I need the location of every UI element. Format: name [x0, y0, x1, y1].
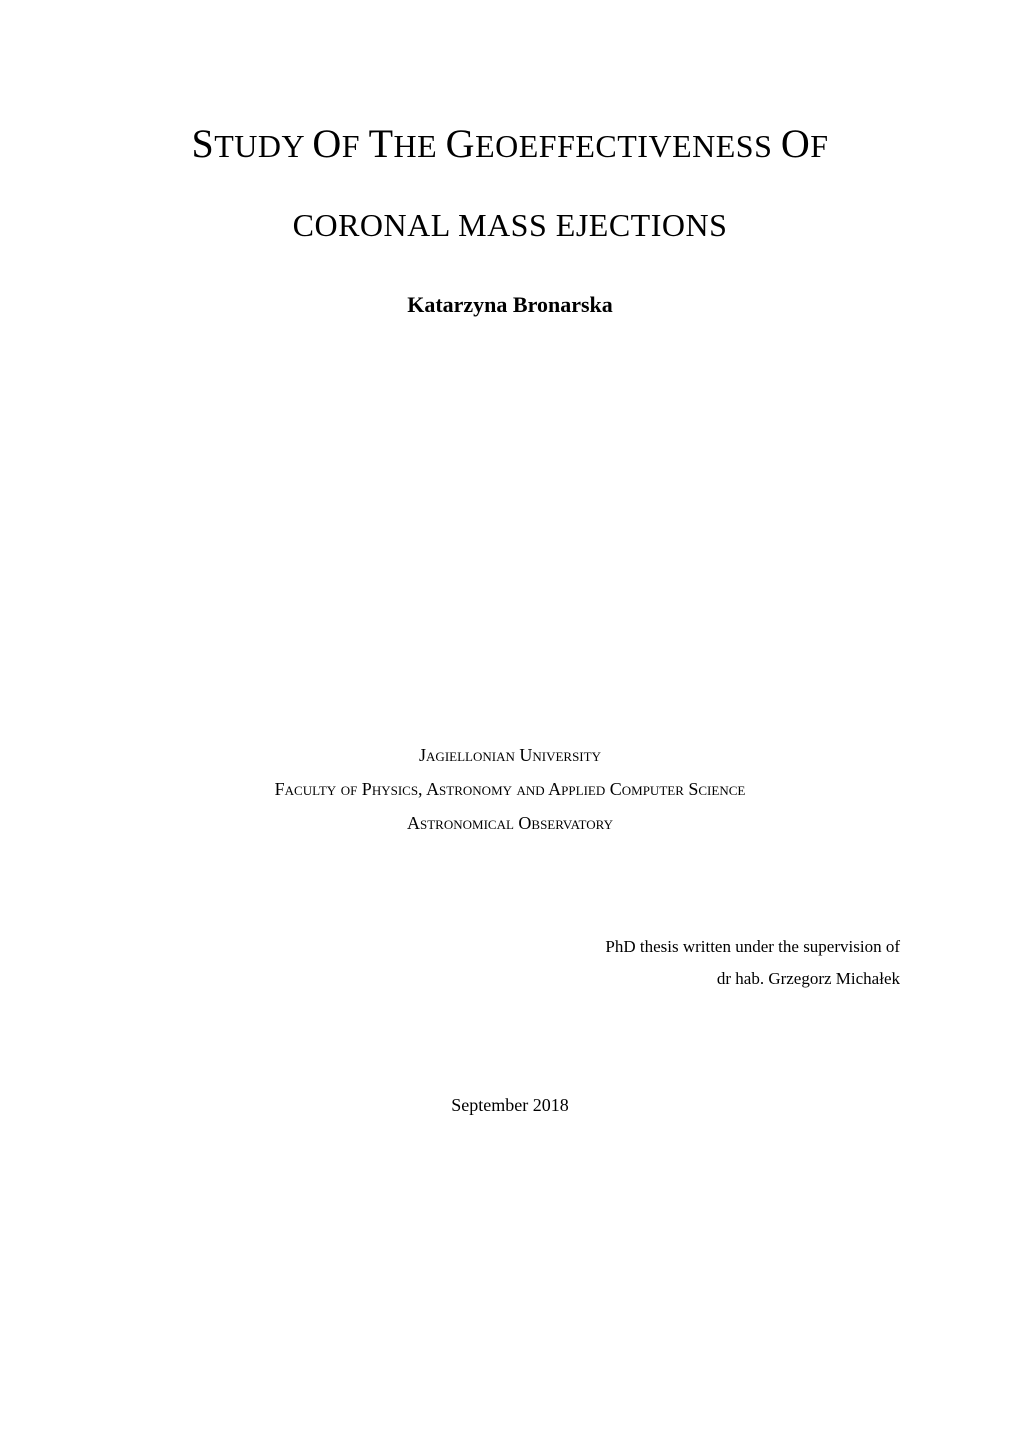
title-page: STUDY OF THE GEOEFFECTIVENESS OF CORONAL…	[0, 0, 1020, 1442]
supervision-block: PhD thesis written under the supervision…	[110, 931, 910, 996]
affiliation-block: Jagiellonian University Faculty of Physi…	[110, 738, 910, 841]
author-text: Katarzyna Bronarska	[407, 292, 613, 317]
thesis-title-line-2: CORONAL MASS EJECTIONS	[110, 207, 910, 244]
affiliation-faculty: Faculty of Physics, Astronomy and Applie…	[110, 772, 910, 806]
thesis-date: September 2018	[110, 1095, 910, 1116]
date-text: September 2018	[451, 1095, 568, 1115]
supervision-intro: PhD thesis written under the supervision…	[110, 931, 900, 963]
affiliation-university: Jagiellonian University	[110, 738, 910, 772]
thesis-title-line-1: STUDY OF THE GEOEFFECTIVENESS OF	[110, 120, 910, 167]
affiliation-observatory: Astronomical Observatory	[110, 806, 910, 840]
supervisor-name: dr hab. Grzegorz Michałek	[110, 963, 900, 995]
author-name: Katarzyna Bronarska	[110, 292, 910, 318]
title-text-line-1: STUDY OF THE GEOEFFECTIVENESS OF	[191, 128, 828, 164]
title-text-line-2: CORONAL MASS EJECTIONS	[293, 207, 728, 243]
